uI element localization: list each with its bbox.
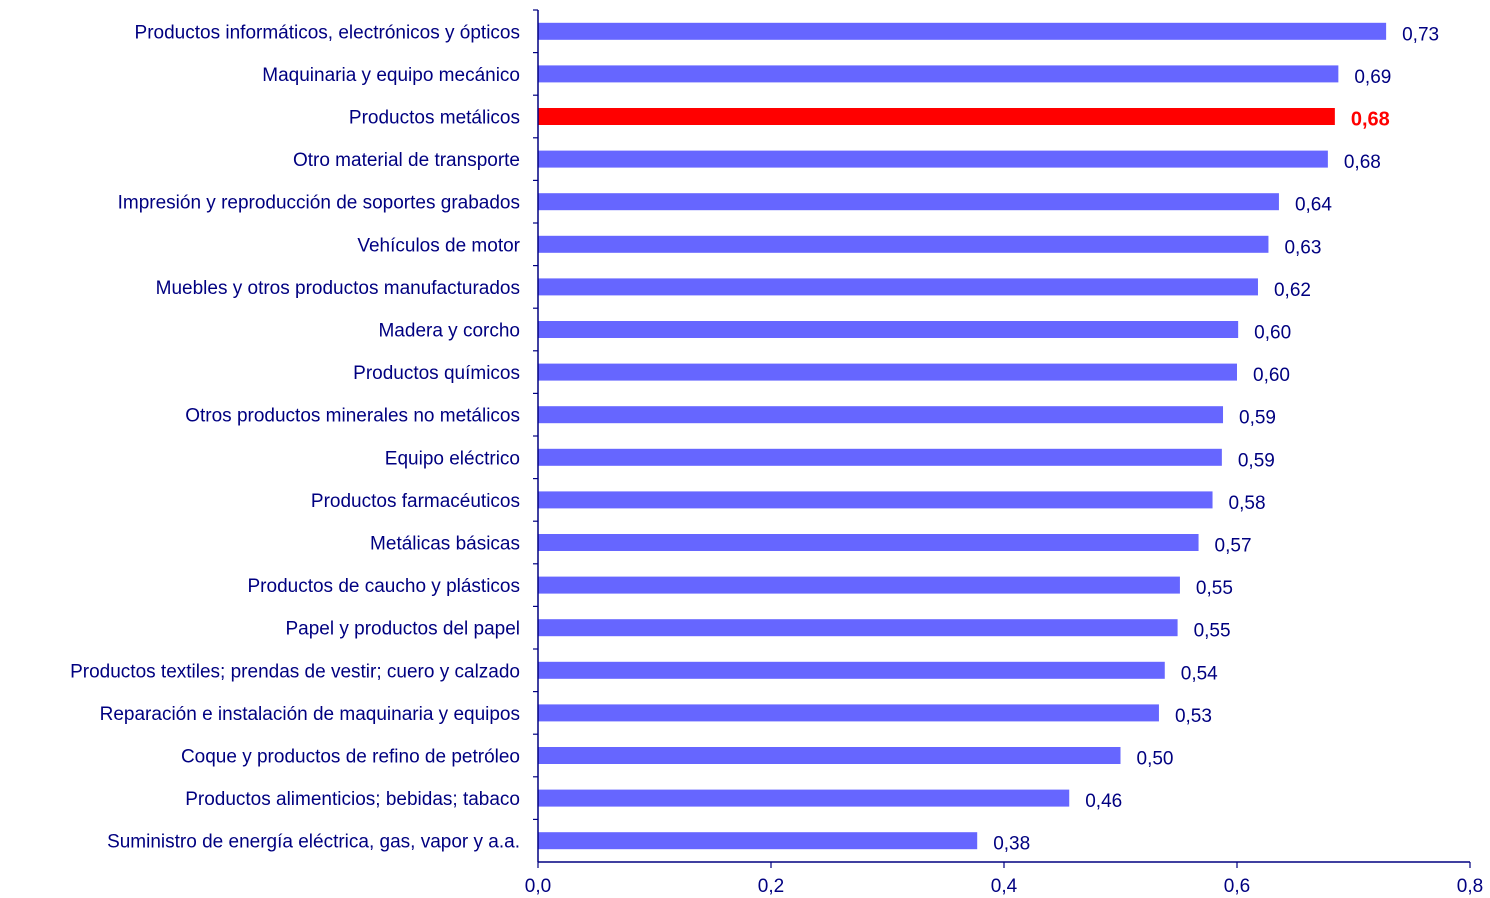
category-label: Vehículos de motor xyxy=(357,235,520,256)
category-label: Madera y corcho xyxy=(378,321,520,342)
category-label: Productos alimenticios; bebidas; tabaco xyxy=(185,789,520,810)
bar-13 xyxy=(538,576,1180,594)
value-label: 0,53 xyxy=(1175,706,1212,727)
value-label: 0,62 xyxy=(1274,280,1311,301)
bar-12 xyxy=(538,534,1199,551)
x-tick-label: 0,8 xyxy=(1457,876,1483,897)
bar-17 xyxy=(538,747,1121,764)
bar-19 xyxy=(538,832,978,850)
category-label: Metálicas básicas xyxy=(370,534,520,555)
value-label: 0,38 xyxy=(993,834,1030,855)
category-label: Maquinaria y equipo mecánico xyxy=(262,65,520,86)
category-label: Otro material de transporte xyxy=(293,150,520,171)
value-label: 0,73 xyxy=(1402,24,1439,45)
category-label: Productos químicos xyxy=(353,363,520,384)
bar-14 xyxy=(538,619,1178,637)
value-label: 0,60 xyxy=(1254,323,1291,344)
bar-4 xyxy=(538,193,1279,211)
value-label: 0,59 xyxy=(1239,408,1276,429)
bar-7 xyxy=(538,321,1239,338)
category-label: Productos farmacéuticos xyxy=(311,491,520,512)
bar-2 xyxy=(538,108,1335,125)
bar-9 xyxy=(538,406,1224,424)
bar-1 xyxy=(538,65,1339,83)
bar-8 xyxy=(538,363,1237,381)
value-labels: 0,73 0,69 0,68 0,68 0,64 0,63 0,62 0,60 0,60 0,59… xyxy=(993,24,1439,854)
value-label: 0,50 xyxy=(1137,749,1174,770)
bar-3 xyxy=(538,150,1328,168)
x-tick-label: 0,2 xyxy=(758,876,784,897)
category-label: Coque y productos de refino de petróleo xyxy=(181,747,520,768)
value-label: 0,68 xyxy=(1351,109,1390,131)
category-label: Equipo eléctrico xyxy=(385,448,520,469)
x-tick-label: 0,4 xyxy=(991,876,1018,897)
value-label: 0,68 xyxy=(1344,152,1381,173)
bar-16 xyxy=(538,704,1159,722)
category-label: Muebles y otros productos manufacturados xyxy=(156,278,520,299)
bar-18 xyxy=(538,789,1070,807)
category-label: Productos textiles; prendas de vestir; c… xyxy=(70,661,520,682)
bar-0 xyxy=(538,22,1387,40)
value-label: 0,55 xyxy=(1196,578,1233,599)
category-label: Impresión y reproducción de soportes gra… xyxy=(118,193,520,214)
category-labels: Productos informáticos, electrónicos y ó… xyxy=(70,22,521,852)
value-label: 0,57 xyxy=(1215,536,1252,557)
bar-11 xyxy=(538,491,1213,509)
value-label: 0,46 xyxy=(1085,791,1122,812)
category-label: Otros productos minerales no metálicos xyxy=(185,406,520,427)
category-label: Productos informáticos, electrónicos y ó… xyxy=(135,22,520,43)
category-label: Papel y productos del papel xyxy=(286,619,521,640)
value-label: 0,58 xyxy=(1229,493,1266,514)
value-label: 0,63 xyxy=(1284,237,1321,258)
bar-5 xyxy=(538,235,1269,253)
category-label: Suministro de energía eléctrica, gas, va… xyxy=(107,832,520,853)
value-label: 0,54 xyxy=(1181,663,1218,684)
axes-group: 0,0 0,2 0,4 0,6 0,8 xyxy=(525,9,1483,897)
value-label: 0,55 xyxy=(1194,621,1231,642)
value-label: 0,69 xyxy=(1354,67,1391,88)
x-tick-label: 0,6 xyxy=(1224,876,1250,897)
bars-group xyxy=(538,22,1387,850)
value-label: 0,60 xyxy=(1253,365,1290,386)
bar-15 xyxy=(538,661,1165,679)
bar-10 xyxy=(538,448,1222,466)
value-label: 0,64 xyxy=(1295,195,1332,216)
category-label: Productos metálicos xyxy=(349,108,520,129)
value-label: 0,59 xyxy=(1238,450,1275,471)
bar-6 xyxy=(538,278,1258,296)
x-tick-label: 0,0 xyxy=(525,876,551,897)
category-label: Productos de caucho y plásticos xyxy=(248,576,521,597)
category-label: Reparación e instalación de maquinaria y… xyxy=(100,704,520,725)
